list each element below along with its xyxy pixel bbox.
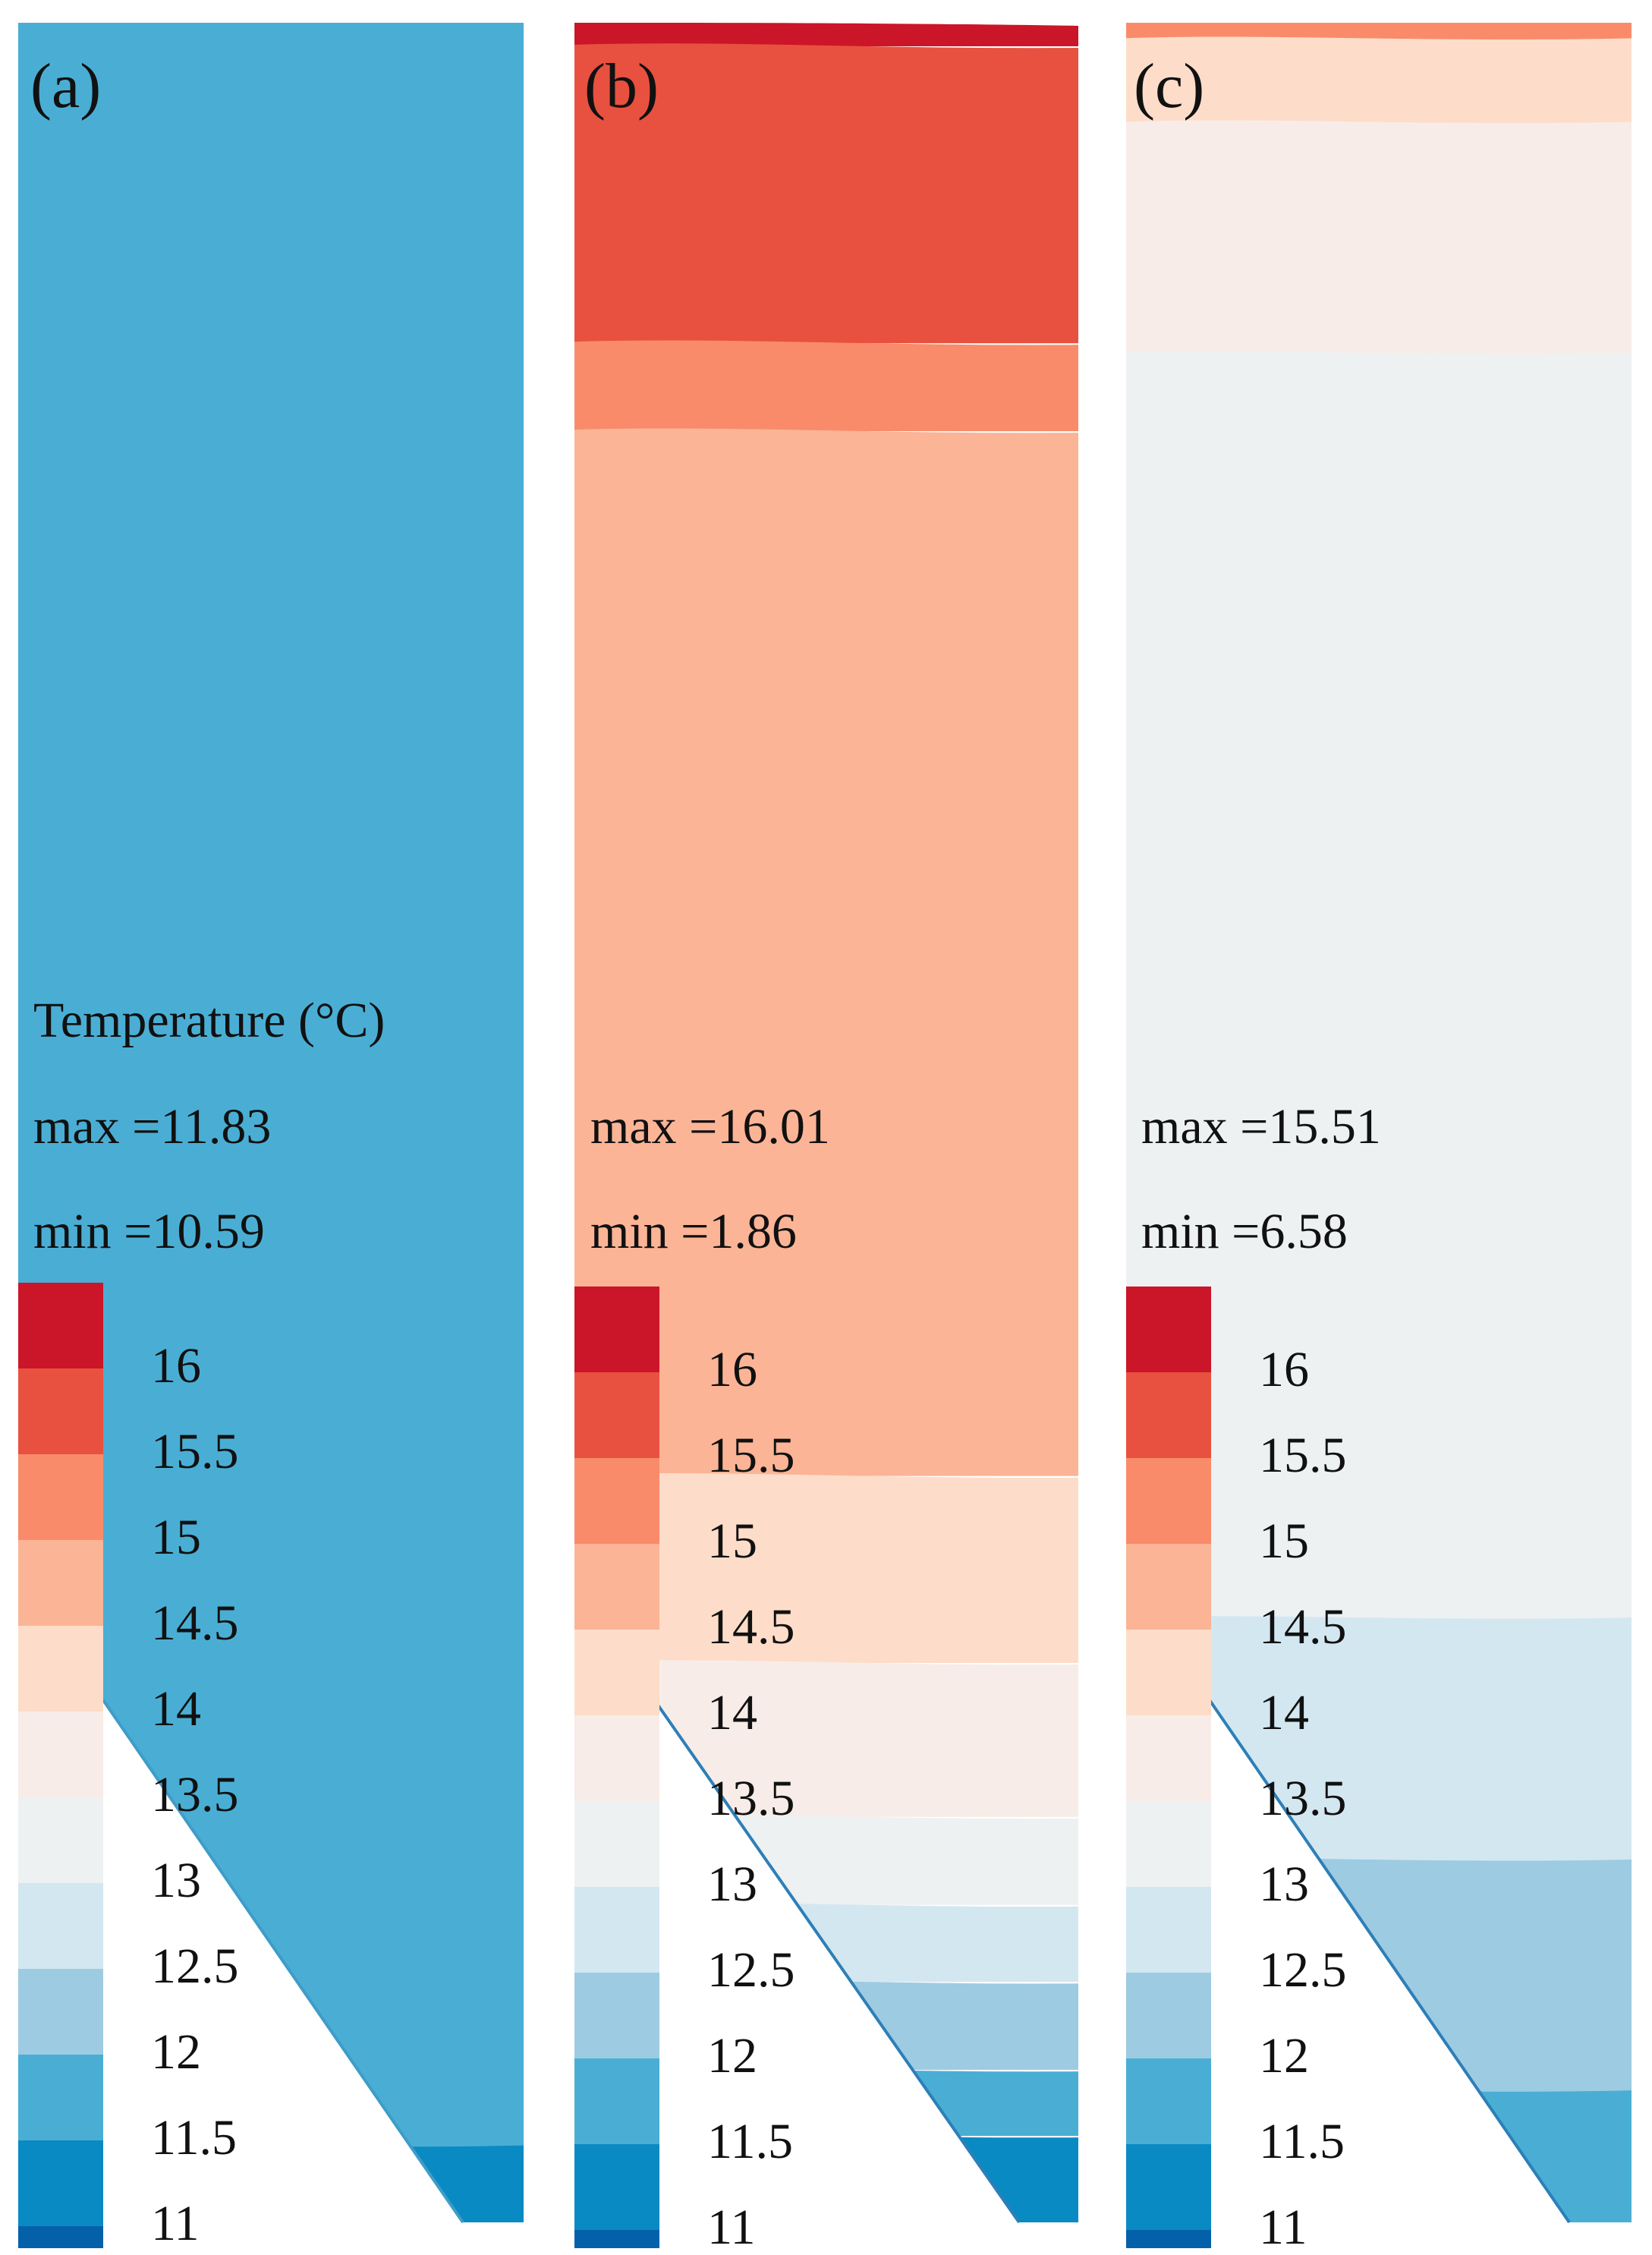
colorbar-a-swatch-1 xyxy=(18,1368,103,1455)
colorbar-c-swatch-10 xyxy=(1126,2144,1211,2231)
colorbar-a-swatch-0 xyxy=(18,1283,103,1369)
colorbar-c-swatch-7 xyxy=(1126,1887,1211,1973)
colorbar-b-tick-6: 13 xyxy=(707,1857,757,1912)
colorbar-b-tick-8: 12 xyxy=(707,2028,757,2083)
colorbar-b-swatch-7 xyxy=(574,1887,659,1973)
colorbar-c-tick-6: 13 xyxy=(1259,1857,1309,1912)
colorbar-b-swatch-5 xyxy=(574,1715,659,1802)
colorbar-a-tick-1: 15.5 xyxy=(151,1424,239,1479)
colorbar-b-tick-1: 15.5 xyxy=(707,1428,795,1483)
panel-b-slope-edge xyxy=(656,1702,1021,2224)
colorbar-c-swatch-4 xyxy=(1126,1630,1211,1716)
colorbar-a-swatch-4 xyxy=(18,1626,103,1712)
panel-b-band-2 xyxy=(574,340,1078,432)
colorbar-b-tick-7: 12.5 xyxy=(707,1942,795,1998)
colorbar-a-swatch-7 xyxy=(18,1883,103,1970)
colorbar-b-swatch-10 xyxy=(574,2144,659,2231)
colorbar-a-swatch-5 xyxy=(18,1712,103,1798)
colorbar-c-tick-7: 12.5 xyxy=(1259,1942,1347,1998)
colorbar-c-swatch-8 xyxy=(1126,1973,1211,2059)
panel-c-min-text: min =6.58 xyxy=(1141,1204,1348,1259)
colorbar-c-swatch-2 xyxy=(1126,1458,1211,1545)
panel-a-band-0 xyxy=(18,23,524,2147)
panel-b-band-1 xyxy=(574,43,1078,344)
colorbar-a-tick-5: 13.5 xyxy=(151,1767,239,1822)
colorbar-c-swatch-11 xyxy=(1126,2230,1211,2248)
colorbar-a-tick-7: 12.5 xyxy=(151,1938,239,1994)
colorbar-b-swatch-9 xyxy=(574,2058,659,2145)
colorbar-b-tick-9: 11.5 xyxy=(707,2114,794,2169)
colorbar-c-tick-3: 14.5 xyxy=(1259,1599,1347,1655)
colorbar-b-tick-4: 14 xyxy=(707,1685,757,1740)
panel-c-band-0 xyxy=(1126,23,1632,40)
colorbar-c-swatch-9 xyxy=(1126,2058,1211,2145)
colorbar-b-tick-5: 13.5 xyxy=(707,1771,795,1826)
colorbar-c-tick-2: 15 xyxy=(1259,1513,1309,1569)
colorbar-a-tick-6: 13 xyxy=(151,1853,201,1908)
colorbar-b-swatch-2 xyxy=(574,1458,659,1545)
colorbar-a-swatch-8 xyxy=(18,1969,103,2055)
colorbar-b-swatch-3 xyxy=(574,1544,659,1630)
colorbar-a-swatch-3 xyxy=(18,1540,103,1627)
panel-a-max-text: max =11.83 xyxy=(33,1099,272,1154)
panel-c-slope-edge xyxy=(1208,1699,1571,2224)
colorbar-a-swatch-2 xyxy=(18,1454,103,1541)
colorbar-a-swatch-10 xyxy=(18,2140,103,2227)
panel-a-min-text: min =10.59 xyxy=(33,1204,265,1259)
colorbar-b-tick-10: 11 xyxy=(707,2200,756,2255)
colorbar-c-tick-8: 12 xyxy=(1259,2028,1309,2083)
colorbar-b-swatch-6 xyxy=(574,1801,659,1888)
panel-c-label: (c) xyxy=(1134,51,1205,121)
colorbar-title: Temperature (°C) xyxy=(33,993,385,1048)
colorbar-b-swatch-0 xyxy=(574,1287,659,1373)
panel-c-band-3 xyxy=(1126,351,1632,1620)
colorbar-a-tick-0: 16 xyxy=(151,1338,201,1394)
panel-b-band-0 xyxy=(574,23,1078,46)
colorbar-c-tick-1: 15.5 xyxy=(1259,1428,1347,1483)
colorbar-b-tick-3: 14.5 xyxy=(707,1599,795,1655)
colorbar-c-swatch-1 xyxy=(1126,1372,1211,1459)
colorbar-b-swatch-1 xyxy=(574,1372,659,1459)
colorbar-c-tick-10: 11 xyxy=(1259,2200,1307,2255)
panel-b-label: (b) xyxy=(584,51,659,121)
panel-c-band-1 xyxy=(1126,36,1632,124)
colorbar-a-tick-8: 12 xyxy=(151,2024,201,2080)
colorbar-b-swatch-11 xyxy=(574,2230,659,2248)
colorbar-c-swatch-6 xyxy=(1126,1801,1211,1888)
colorbar-a-tick-4: 14 xyxy=(151,1681,201,1737)
panel-b-band-4 xyxy=(574,1472,1078,1664)
colorbar-a-tick-2: 15 xyxy=(151,1510,201,1565)
colorbar-c-tick-0: 16 xyxy=(1259,1342,1309,1397)
colorbar-a-tick-9: 11.5 xyxy=(151,2110,238,2165)
panel-b-band-3 xyxy=(574,428,1078,1476)
panel-c-max-text: max =15.51 xyxy=(1141,1099,1381,1154)
colorbar-b-swatch-4 xyxy=(574,1630,659,1716)
colorbar-c-tick-4: 14 xyxy=(1259,1685,1309,1740)
colorbar-c-swatch-0 xyxy=(1126,1287,1211,1373)
panel-a-slope-edge xyxy=(102,1699,464,2224)
colorbar-a-tick-3: 14.5 xyxy=(151,1595,239,1651)
colorbar-c-swatch-3 xyxy=(1126,1544,1211,1630)
colorbar-c-tick-5: 13.5 xyxy=(1259,1771,1347,1826)
colorbar-a-tick-10: 11 xyxy=(151,2196,200,2251)
panel-a-label: (a) xyxy=(30,51,102,121)
colorbar-b-tick-2: 15 xyxy=(707,1513,757,1569)
colorbar-b-swatch-8 xyxy=(574,1973,659,2059)
colorbar-c-tick-9: 11.5 xyxy=(1259,2114,1345,2169)
colorbar-c-swatch-5 xyxy=(1126,1715,1211,1802)
colorbar-b-tick-0: 16 xyxy=(707,1342,757,1397)
colorbar-a-swatch-11 xyxy=(18,2226,103,2248)
colorbar-a-swatch-6 xyxy=(18,1797,103,1884)
panel-c-band-2 xyxy=(1126,120,1632,354)
colorbar-a-swatch-9 xyxy=(18,2055,103,2141)
panel-b-min-text: min =1.86 xyxy=(590,1204,797,1259)
panel-b-max-text: max =16.01 xyxy=(590,1099,830,1154)
